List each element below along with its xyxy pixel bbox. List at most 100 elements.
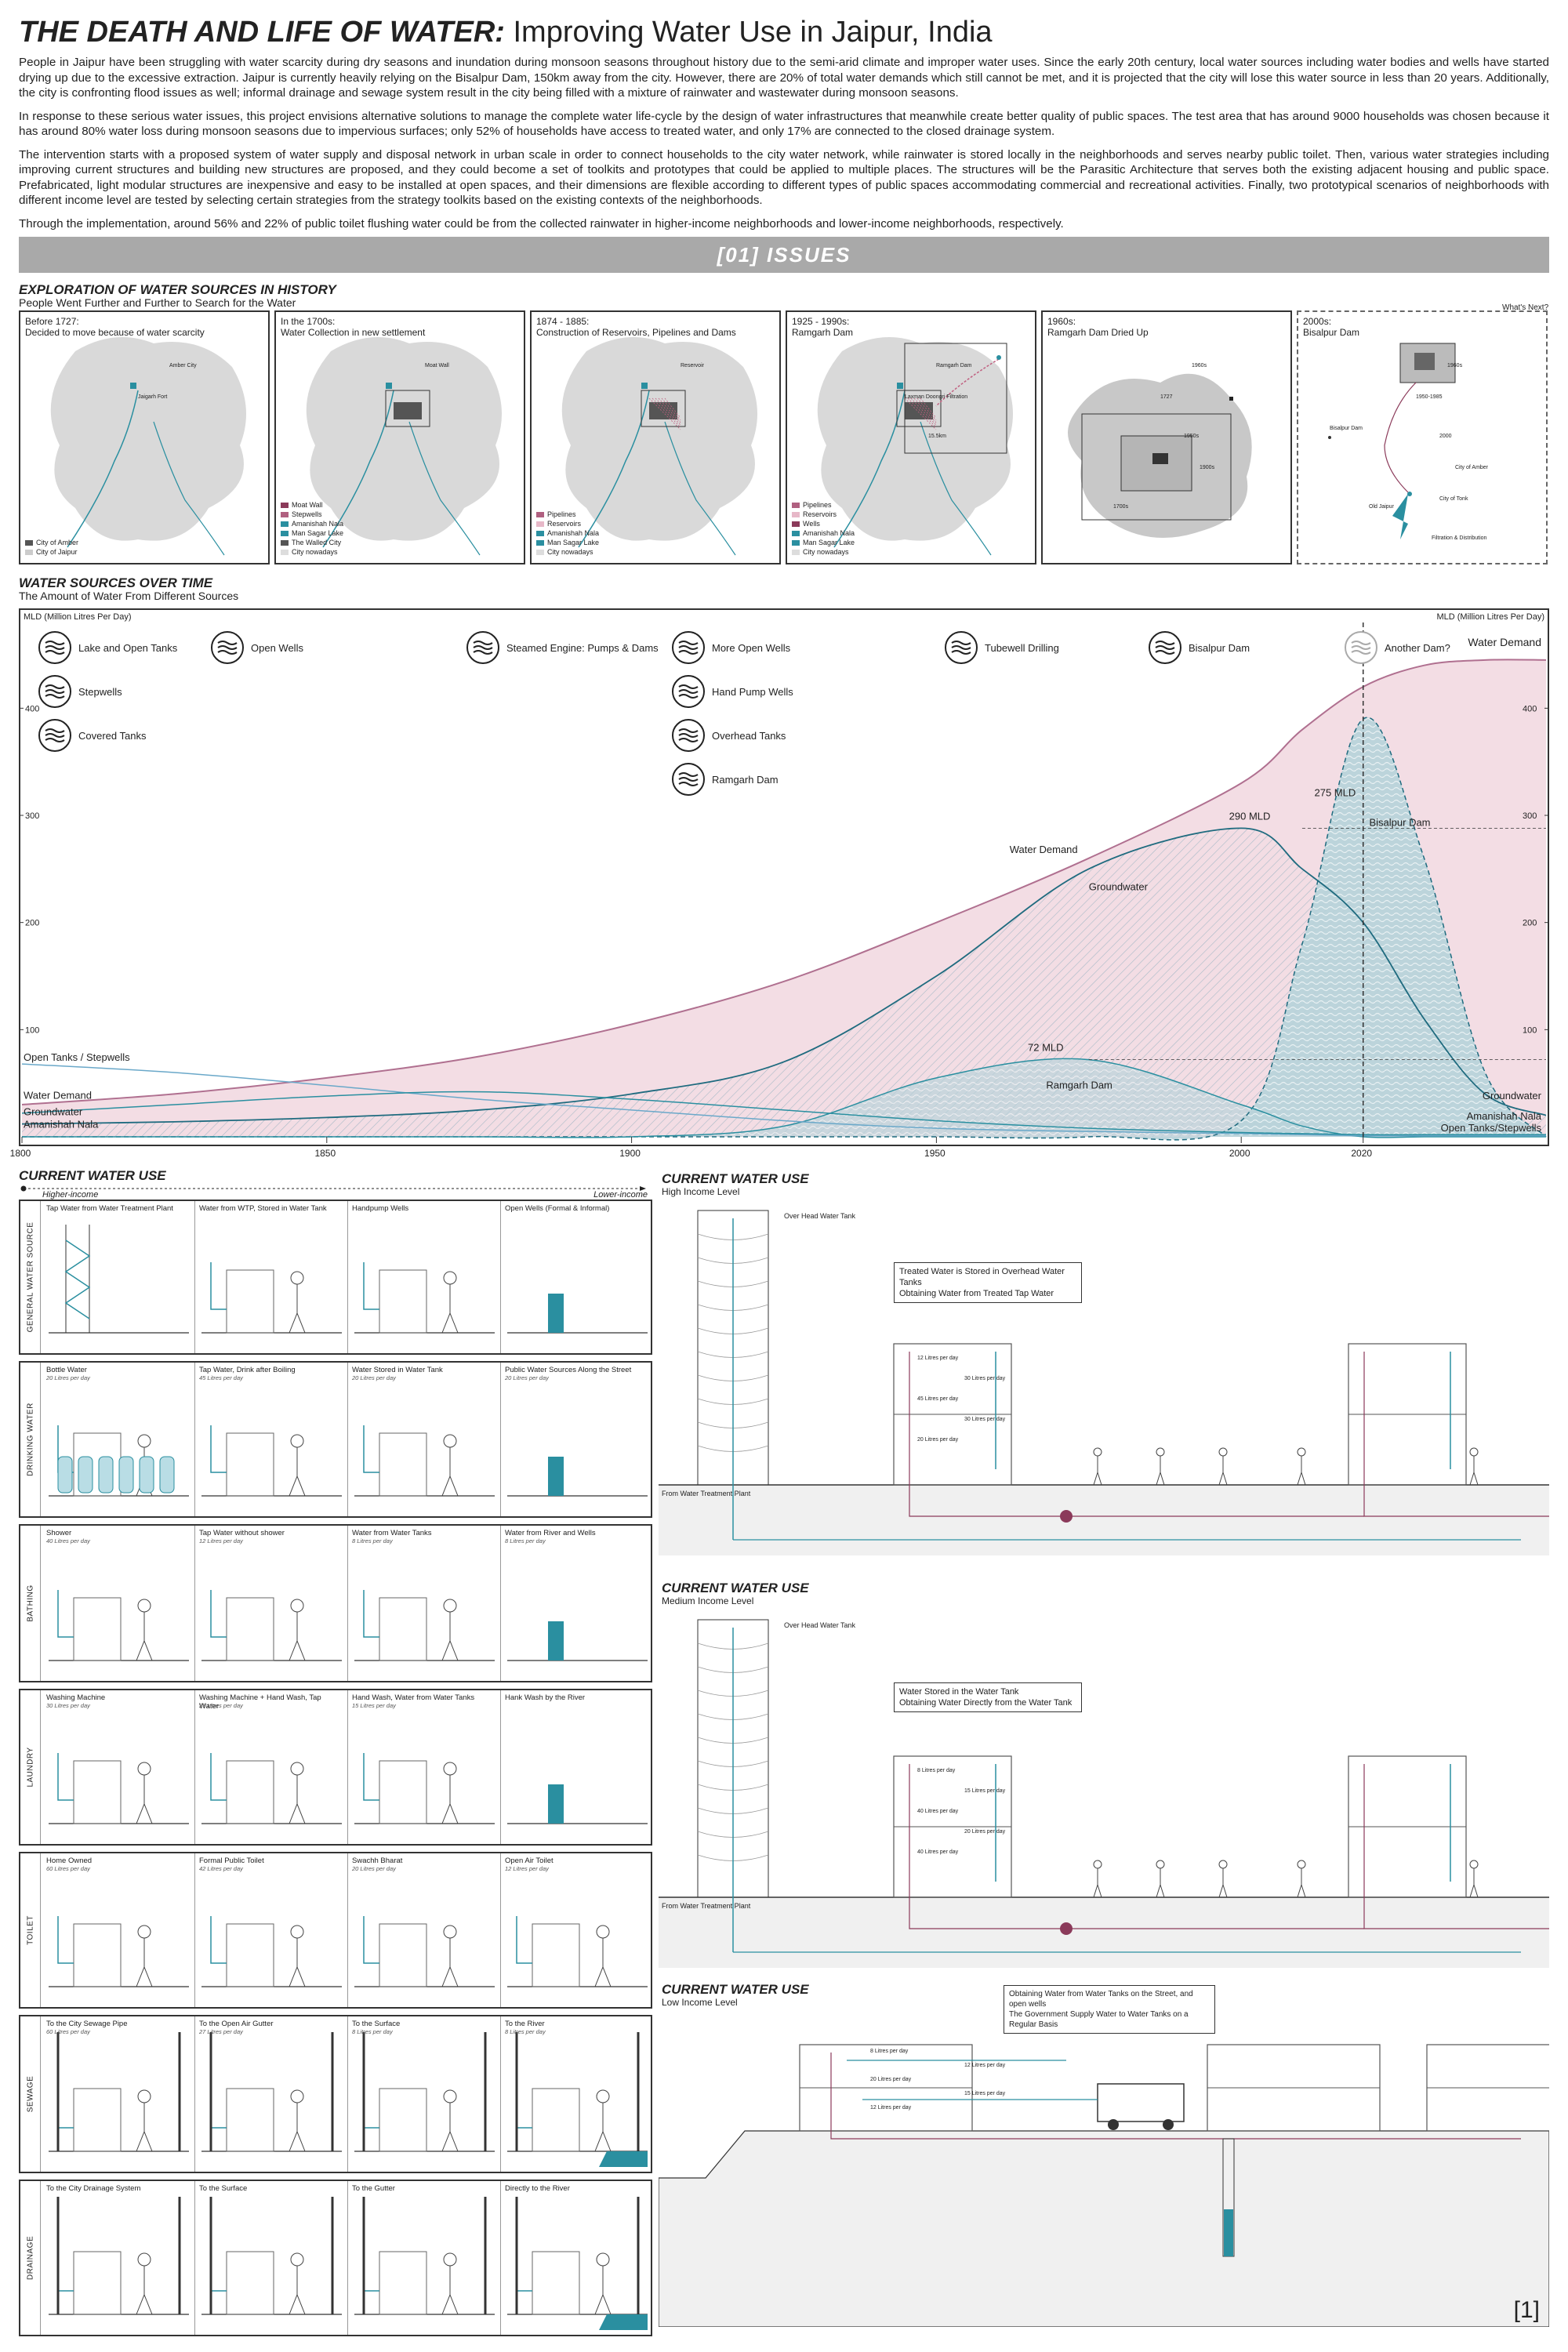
water-bottle	[159, 1456, 175, 1494]
walled-1700s	[1152, 453, 1168, 464]
cwu-cell: Washing Machine + Hand Wash, Tap Water 27…	[195, 1690, 348, 1844]
person-body	[1218, 1868, 1228, 1898]
water-wave-icon	[45, 641, 65, 645]
section-high-sub: High Income Level	[662, 1186, 740, 1197]
history-panel-title: 1874 - 1885: Construction of Reservoirs,…	[536, 316, 736, 338]
cwu-illustration	[507, 1621, 648, 1661]
figure-head	[137, 1599, 151, 1613]
sewage-node	[1060, 1922, 1073, 1935]
pipeline-ramgarh	[935, 358, 1000, 407]
income-axis: Higher-income Lower-income	[19, 1185, 652, 1200]
legend-label: Stepwells	[292, 510, 322, 518]
y-axis-label-right: MLD (Million Litres Per Day)	[1436, 612, 1544, 622]
cwu-cell: To the Surface 8 Litres per day	[348, 2016, 501, 2172]
section-high-note-2: Obtaining Water from Treated Tap Water	[899, 1289, 1054, 1298]
history-map-4: Ramgarh Dam Laxman Doongri Filtration 15.5…	[817, 337, 1013, 556]
cwu-row-laundry: LAUNDRY Washing Machine 30 Litres per day W…	[19, 1689, 652, 1846]
legend-swatch	[536, 540, 544, 546]
cwu-cell: To the Surface	[195, 2181, 348, 2335]
legend-label: Reservoirs	[547, 520, 582, 528]
flow-label: 15 Litres per day	[964, 1788, 1006, 1794]
flow-label: 20 Litres per day	[917, 1437, 959, 1443]
ground-fill	[659, 1897, 1549, 1968]
cwu-illustration	[507, 1457, 648, 1497]
object	[379, 2088, 427, 2152]
section-high-income: CURRENT WATER USE High Income Level Over…	[659, 1171, 1549, 1555]
figure-head	[290, 1271, 304, 1285]
cwu-illustration	[354, 2197, 495, 2315]
legend-item: City nowadays	[536, 547, 599, 557]
cwu-illustration	[201, 1753, 342, 1824]
person-head	[1297, 1860, 1306, 1869]
cwu-cell: Shower 40 Litres per day	[42, 1526, 195, 1681]
sewage-line	[830, 2053, 1521, 2140]
water-wave-icon	[951, 650, 971, 655]
cwu-cell-sub: 30 Litres per day	[46, 1702, 90, 1709]
water-wave-icon	[45, 738, 65, 742]
chart-icon-3	[38, 675, 71, 708]
legend-item: City of Amber	[25, 538, 78, 547]
pipeline	[913, 397, 937, 423]
person-head	[1093, 1860, 1102, 1869]
section-high-drawing: Over Head Water Tank From Water Treatment…	[659, 1210, 1549, 1555]
river-water	[599, 2151, 648, 2167]
legend-label: Reservoirs	[803, 510, 837, 518]
figure-body	[441, 1284, 459, 1334]
cwu-illustration	[49, 1425, 189, 1497]
cwu-illustration	[201, 2197, 342, 2315]
section-low-income: CURRENT WATER USE Low Income Level 8 Lit…	[659, 1982, 1549, 2327]
figure-body	[594, 1938, 612, 1987]
legend-item: Stepwells	[281, 510, 343, 519]
header: THE DEATH AND LIFE OF WATER: Improving W…	[19, 14, 1549, 231]
legend-label: Moat Wall	[292, 501, 323, 509]
bisalpur-area	[22, 717, 1546, 1140]
water-sources-chart: 100 100 200 200 300 300 400 400 MLD (Million Lit…	[19, 608, 1549, 1146]
zoom-box	[896, 390, 942, 427]
cwu-illustration	[201, 1916, 342, 1987]
city-area	[50, 337, 246, 541]
cwu-cell-title: Formal Public Toilet	[199, 1857, 264, 1865]
map-label: 1950-1985	[1416, 394, 1443, 400]
ramgarh-dam	[996, 355, 1001, 360]
water-wave-icon	[678, 782, 699, 786]
lower-income-label: Lower-income	[593, 1190, 648, 1200]
cwu-cell: To the City Sewage Pipe 60 Litres per day	[42, 2016, 195, 2172]
flow-label: 8 Litres per day	[870, 2049, 909, 2054]
cwu-illustration	[354, 1590, 495, 1661]
cwu-illustration	[507, 1294, 648, 1334]
water-wave-icon	[678, 645, 699, 650]
legend-label: Man Sagar Lake	[292, 529, 344, 537]
water-wave-icon	[45, 728, 65, 733]
section-low-note-2: The Government Supply Water to Water Tan…	[1009, 2010, 1189, 2029]
legend-label: The Walled City	[292, 539, 342, 546]
water-bottle	[78, 1456, 93, 1494]
water-wave-icon	[678, 772, 699, 777]
section-high-note-1: Treated Water is Stored in Overhead Wate…	[899, 1267, 1065, 1287]
flow-label: 40 Litres per day	[917, 1849, 959, 1855]
icon-label: Open Wells	[251, 642, 303, 654]
icon-label: Hand Pump Wells	[712, 686, 793, 698]
history-panel-title: 1960s: Ramgarh Dam Dried Up	[1047, 316, 1149, 338]
chart-annotation: Groundwater	[1089, 881, 1149, 893]
cwu-cell: To the Open Air Gutter 27 Litres per day	[195, 2016, 348, 2172]
cwu-illustration	[354, 1425, 495, 1497]
section-low-note-1: Obtaining Water from Water Tanks on the …	[1009, 1990, 1193, 2009]
water-wave-icon	[678, 738, 699, 742]
legend-item: Amanishah Nala	[536, 528, 599, 538]
map-label: 1700s	[1113, 504, 1129, 510]
person-body	[1093, 1456, 1102, 1486]
object	[379, 1269, 427, 1334]
object	[73, 2088, 122, 2152]
water-wave-icon	[678, 777, 699, 782]
figure-body	[441, 2266, 459, 2315]
legend-label: Man Sagar Lake	[547, 539, 600, 546]
water-wave-icon	[678, 650, 699, 655]
cwu-illustration	[201, 2032, 342, 2152]
cwu-cell-sub: 15 Litres per day	[352, 1702, 396, 1709]
map-label: 15.5km	[928, 434, 946, 439]
figure-head	[137, 1762, 151, 1776]
water-bottle	[139, 1456, 154, 1494]
history-legend: Moat Wall Stepwells Amanishah Nala Man Saga…	[281, 500, 343, 557]
water-pipe	[516, 2081, 532, 2129]
history-map-6: 1960s 1950-1985 2000 City of Amber Old Jaipu…	[1328, 343, 1489, 541]
